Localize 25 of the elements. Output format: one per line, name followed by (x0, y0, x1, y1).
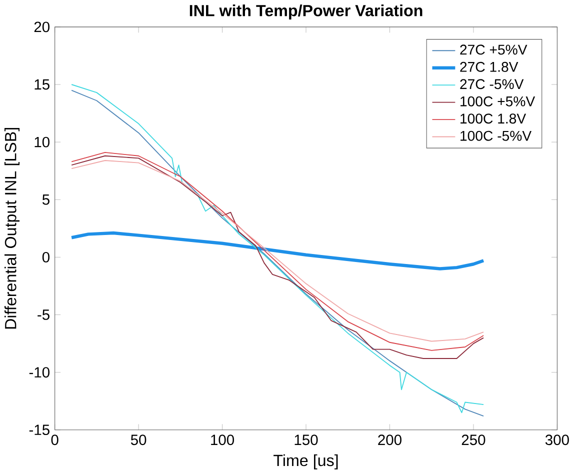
y-tick-label: 10 (34, 136, 50, 148)
y-tick-label: -10 (29, 367, 50, 378)
legend-label: 27C +5%V (460, 44, 528, 55)
legend-label: 27C -5%V (460, 79, 524, 90)
legend-label: 100C -5%V (460, 130, 532, 141)
x-tick-label: 0 (51, 434, 58, 446)
y-tick-label: 20 (34, 22, 50, 32)
legend-label: 27C 1.8V (460, 62, 518, 72)
x-tick-label: 250 (462, 434, 486, 446)
y-tick-label: 15 (34, 79, 50, 90)
x-tick-label: 150 (294, 434, 318, 446)
x-tick-label: 300 (545, 434, 569, 446)
x-tick-label: 100 (211, 434, 234, 446)
y-tick-label: -5 (38, 310, 50, 320)
chart-title: INL with Temp/Power Variation (190, 4, 422, 20)
legend-label: 100C 1.8V (460, 114, 526, 124)
y-tick-label: 0 (42, 252, 50, 263)
legend-label: 100C +5%V (460, 96, 536, 106)
y-tick-label: 5 (42, 194, 50, 205)
x-tick-label: 200 (378, 434, 402, 446)
y-axis-title: Differential Output INL [LSB] (4, 128, 20, 329)
x-axis-title: Time [us] (274, 454, 338, 470)
y-tick-label: -15 (29, 424, 50, 436)
line-series (70, 231, 486, 270)
x-tick-label: 50 (130, 434, 146, 446)
